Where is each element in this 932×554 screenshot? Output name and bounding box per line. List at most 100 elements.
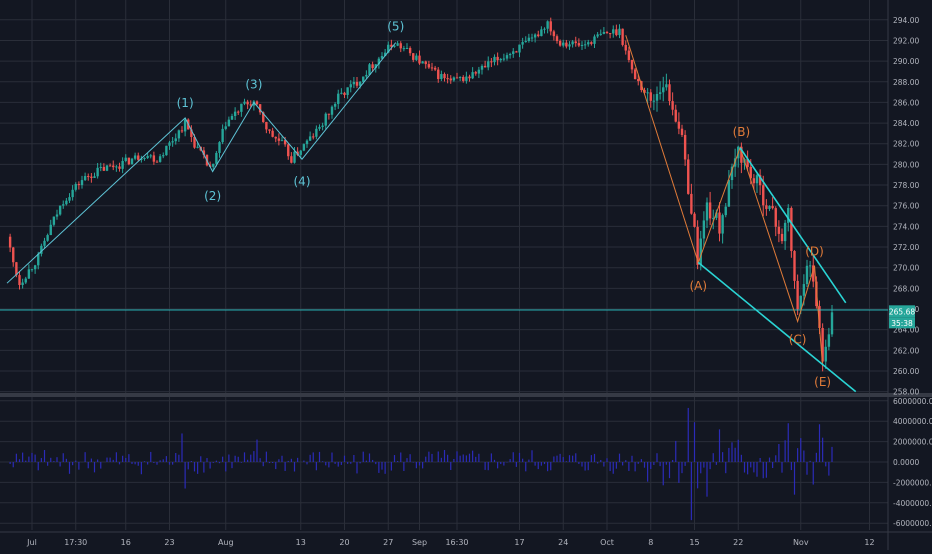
candle[interactable] [12, 246, 15, 267]
candle[interactable] [521, 37, 524, 49]
candle[interactable] [705, 197, 709, 228]
candle[interactable] [224, 121, 227, 131]
candle[interactable] [443, 72, 446, 82]
candle[interactable] [612, 25, 615, 38]
candle[interactable] [287, 143, 290, 160]
candle[interactable] [499, 57, 502, 63]
time-axis[interactable]: Jul 17:30 16 23 Aug 13 20 27 Sep 16:30 17 24 Oct 8 15 2… [26, 538, 874, 547]
candle[interactable] [77, 181, 81, 190]
corrective-wave-line[interactable] [625, 35, 824, 366]
candle[interactable] [440, 70, 443, 82]
candle[interactable] [690, 183, 693, 215]
candle[interactable] [555, 34, 559, 44]
candle[interactable] [537, 30, 540, 38]
candle[interactable] [71, 185, 74, 201]
candle[interactable] [393, 45, 396, 48]
candle[interactable] [549, 17, 552, 36]
candle[interactable] [168, 140, 171, 150]
candle[interactable] [268, 129, 271, 134]
candle[interactable] [746, 150, 749, 171]
candle[interactable] [374, 63, 377, 73]
candle[interactable] [230, 113, 234, 120]
candle[interactable] [727, 170, 731, 207]
candle[interactable] [758, 169, 762, 195]
candle[interactable] [371, 61, 374, 72]
candle[interactable] [18, 271, 21, 290]
candle[interactable] [80, 175, 84, 189]
candle[interactable] [149, 153, 152, 159]
candle[interactable] [43, 237, 46, 249]
candle[interactable] [8, 233, 12, 253]
candle[interactable] [796, 274, 799, 316]
candle[interactable] [583, 40, 587, 49]
candle[interactable] [649, 89, 652, 108]
impulse-wave-line[interactable] [6, 42, 397, 284]
candle[interactable] [480, 64, 484, 75]
candle[interactable] [280, 136, 284, 142]
candle[interactable] [618, 24, 621, 39]
volume-panel[interactable] [9, 407, 833, 521]
candle[interactable] [455, 72, 459, 79]
candle[interactable] [621, 28, 624, 47]
candle[interactable] [249, 100, 252, 108]
candle[interactable] [633, 67, 637, 80]
candle[interactable] [121, 157, 124, 174]
candle[interactable] [652, 94, 656, 111]
candle[interactable] [768, 205, 771, 212]
candle[interactable] [518, 44, 521, 58]
candle[interactable] [637, 74, 640, 86]
candle[interactable] [774, 206, 777, 237]
candle[interactable] [152, 151, 156, 165]
candle[interactable] [793, 250, 796, 289]
candle[interactable] [587, 39, 590, 47]
candle[interactable] [49, 219, 52, 236]
candle[interactable] [212, 163, 215, 171]
candle[interactable] [46, 233, 49, 242]
candle[interactable] [408, 46, 412, 56]
candle[interactable] [524, 36, 527, 43]
candle[interactable] [496, 52, 499, 66]
candle[interactable] [593, 34, 596, 49]
candle[interactable] [571, 39, 574, 48]
candle[interactable] [343, 91, 346, 99]
candle[interactable] [365, 70, 368, 79]
candle[interactable] [474, 70, 477, 76]
candle[interactable] [574, 36, 577, 47]
candle[interactable] [671, 92, 674, 116]
candle[interactable] [233, 107, 237, 121]
candle[interactable] [127, 157, 131, 166]
candle[interactable] [502, 53, 506, 62]
candle[interactable] [765, 199, 768, 216]
candle[interactable] [396, 40, 399, 47]
candle[interactable] [355, 77, 359, 89]
candle[interactable] [321, 122, 324, 131]
candle[interactable] [512, 48, 515, 58]
candle[interactable] [630, 59, 634, 74]
candle[interactable] [415, 53, 418, 62]
candle[interactable] [55, 209, 59, 220]
candle[interactable] [305, 139, 309, 148]
candle[interactable] [65, 198, 68, 206]
candle[interactable] [712, 209, 715, 230]
candle[interactable] [530, 33, 534, 42]
candle[interactable] [755, 173, 759, 194]
candle[interactable] [96, 162, 99, 179]
candle[interactable] [87, 173, 90, 181]
candle[interactable] [493, 54, 496, 66]
candle[interactable] [646, 88, 649, 104]
candle[interactable] [190, 125, 193, 143]
candle[interactable] [330, 105, 334, 119]
candle[interactable] [221, 124, 224, 145]
volume-axis[interactable]: 6000000.0000 4000000.0000 2000000.0000 0.00… [893, 397, 932, 528]
candle[interactable] [533, 33, 537, 43]
candle[interactable] [143, 157, 146, 161]
candle[interactable] [130, 157, 134, 165]
candle[interactable] [596, 32, 599, 39]
candle[interactable] [558, 39, 562, 47]
candle[interactable] [405, 43, 409, 50]
candle[interactable] [446, 73, 449, 84]
candle[interactable] [730, 163, 734, 189]
candle[interactable] [133, 152, 137, 161]
candle[interactable] [183, 117, 187, 137]
